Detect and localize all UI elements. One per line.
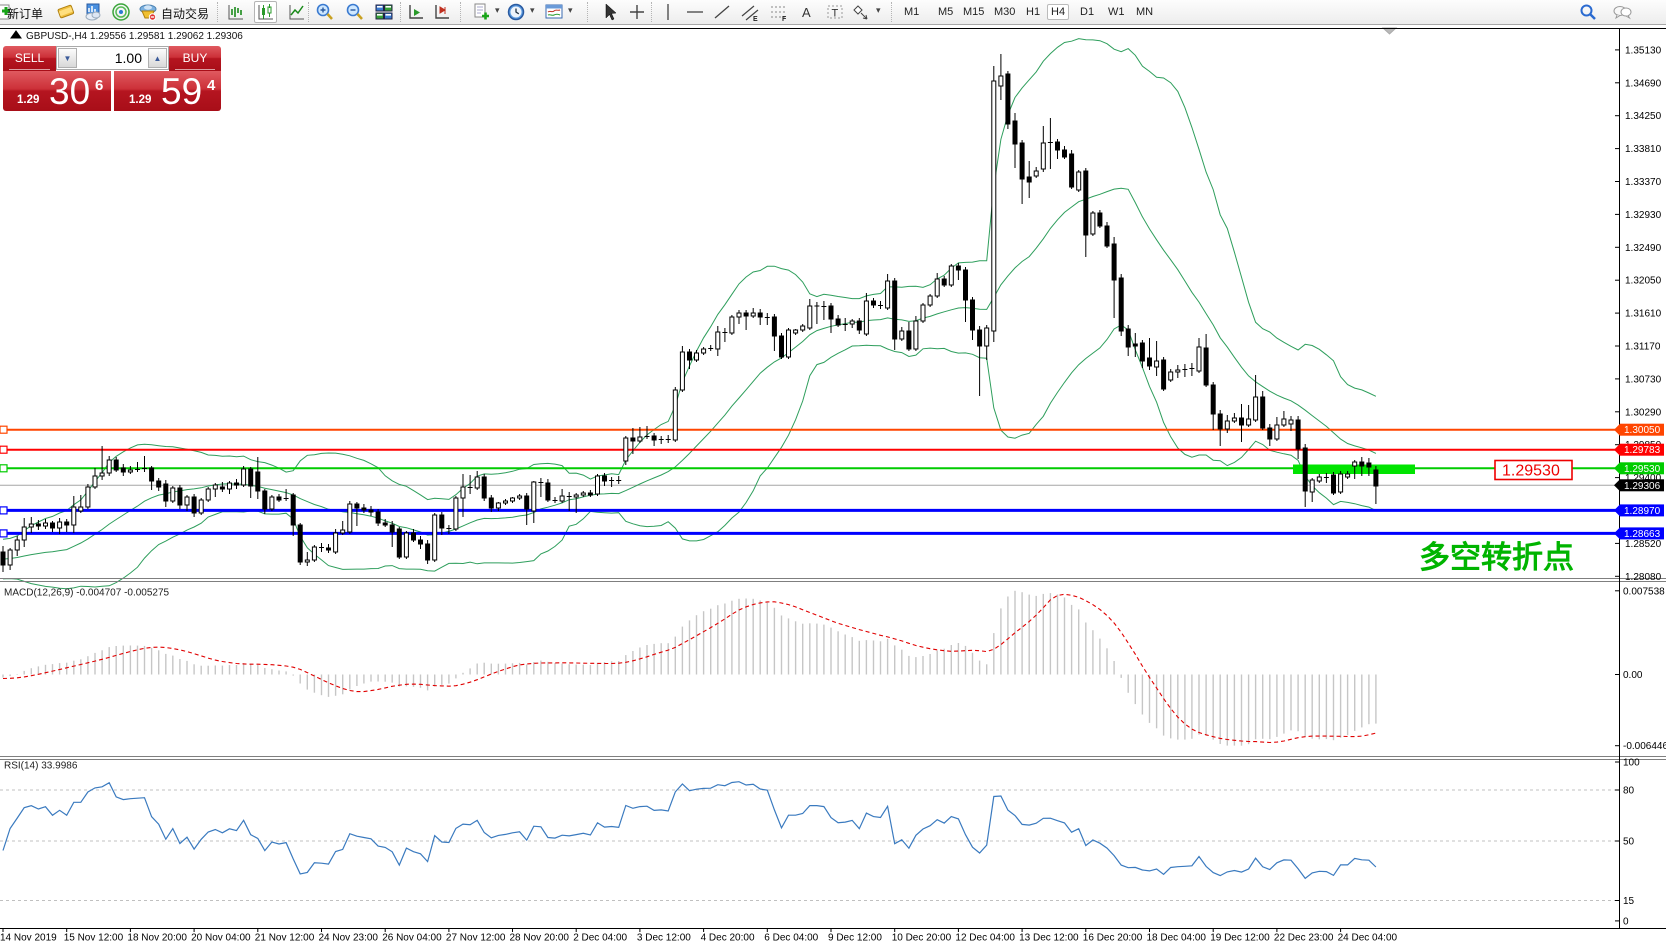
svg-text:1.29530: 1.29530 [1502, 463, 1560, 480]
svg-text:1.28520: 1.28520 [1625, 539, 1662, 550]
svg-text:80: 80 [1623, 786, 1635, 797]
svg-text:16 Dec 20:00: 16 Dec 20:00 [1083, 933, 1143, 944]
svg-text:E: E [753, 16, 758, 22]
svg-text:14 Nov 2019: 14 Nov 2019 [0, 933, 57, 944]
svg-text:1.28970: 1.28970 [1624, 506, 1661, 517]
svg-text:12 Dec 04:00: 12 Dec 04:00 [955, 933, 1015, 944]
svg-text:1.33810: 1.33810 [1625, 144, 1662, 155]
svg-text:1.29530: 1.29530 [1624, 464, 1661, 475]
svg-text:1.29400: 1.29400 [1625, 473, 1662, 484]
svg-text:15: 15 [1623, 896, 1635, 907]
svg-text:-0.006446: -0.006446 [1623, 741, 1666, 752]
svg-text:1.29783: 1.29783 [1624, 445, 1661, 456]
svg-text:28 Nov 20:00: 28 Nov 20:00 [510, 933, 570, 944]
svg-text:3 Dec 12:00: 3 Dec 12:00 [637, 933, 691, 944]
svg-text:多空转折点: 多空转折点 [1419, 540, 1574, 575]
svg-text:2 Dec 04:00: 2 Dec 04:00 [573, 933, 627, 944]
svg-text:MACD(12,26,9) -0.004707 -0.005: MACD(12,26,9) -0.004707 -0.005275 [4, 588, 170, 599]
svg-text:4 Dec 20:00: 4 Dec 20:00 [701, 933, 755, 944]
svg-text:1.30730: 1.30730 [1625, 374, 1662, 385]
svg-text:1.31170: 1.31170 [1625, 342, 1661, 353]
svg-text:19 Dec 12:00: 19 Dec 12:00 [1210, 933, 1270, 944]
svg-text:13 Dec 12:00: 13 Dec 12:00 [1019, 933, 1079, 944]
svg-text:1.34690: 1.34690 [1625, 78, 1662, 89]
svg-text:1.32050: 1.32050 [1625, 276, 1662, 287]
svg-text:27 Nov 12:00: 27 Nov 12:00 [446, 933, 506, 944]
svg-text:1.32490: 1.32490 [1625, 243, 1662, 254]
svg-text:100: 100 [1623, 758, 1640, 769]
svg-text:1.29306: 1.29306 [1624, 481, 1661, 492]
svg-text:0: 0 [1623, 916, 1629, 927]
svg-text:GBPUSD-,H4 1.29556 1.29581 1.: GBPUSD-,H4 1.29556 1.29581 1.29062 1.293… [26, 31, 243, 42]
svg-text:50: 50 [1623, 837, 1635, 848]
svg-text:1.31610: 1.31610 [1625, 309, 1662, 320]
svg-text:1.28663: 1.28663 [1624, 529, 1661, 540]
svg-text:10 Dec 20:00: 10 Dec 20:00 [892, 933, 952, 944]
svg-text:1.28080: 1.28080 [1625, 572, 1662, 583]
svg-text:9 Dec 12:00: 9 Dec 12:00 [828, 933, 882, 944]
svg-text:1.30050: 1.30050 [1624, 425, 1661, 436]
svg-text:18 Dec 04:00: 18 Dec 04:00 [1147, 933, 1207, 944]
svg-text:F: F [782, 16, 787, 22]
svg-text:21 Nov 12:00: 21 Nov 12:00 [255, 933, 315, 944]
svg-text:0.007538: 0.007538 [1623, 586, 1665, 597]
svg-text:1.30290: 1.30290 [1625, 407, 1662, 418]
svg-text:15 Nov 12:00: 15 Nov 12:00 [64, 933, 124, 944]
svg-text:24 Dec 04:00: 24 Dec 04:00 [1338, 933, 1398, 944]
svg-text:1.32930: 1.32930 [1625, 210, 1662, 221]
svg-text:RSI(14) 33.9986: RSI(14) 33.9986 [4, 761, 78, 772]
svg-text:20 Nov 04:00: 20 Nov 04:00 [191, 933, 251, 944]
svg-text:1.34250: 1.34250 [1625, 111, 1662, 122]
svg-text:6 Dec 04:00: 6 Dec 04:00 [764, 933, 818, 944]
svg-text:1.33370: 1.33370 [1625, 177, 1662, 188]
svg-text:1.35130: 1.35130 [1625, 45, 1662, 56]
svg-text:26 Nov 04:00: 26 Nov 04:00 [382, 933, 442, 944]
svg-text:T: T [832, 8, 839, 20]
svg-text:18 Nov 20:00: 18 Nov 20:00 [127, 933, 187, 944]
svg-text:24 Nov 23:00: 24 Nov 23:00 [319, 933, 379, 944]
svg-text:0.00: 0.00 [1623, 670, 1643, 681]
svg-text:22 Dec 23:00: 22 Dec 23:00 [1274, 933, 1334, 944]
svg-text:A: A [802, 5, 811, 20]
